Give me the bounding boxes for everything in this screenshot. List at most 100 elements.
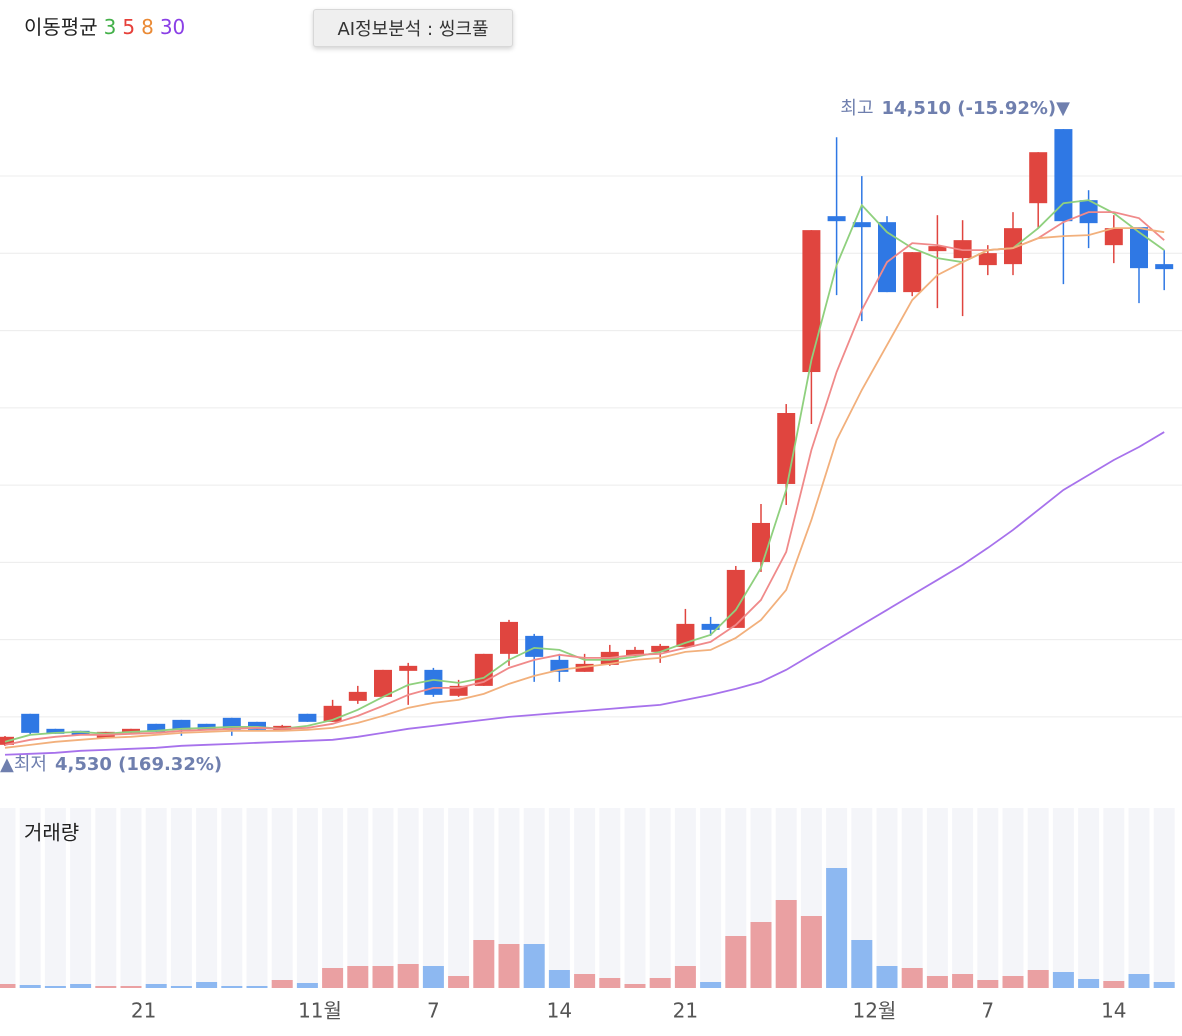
x-tick-label: 14 — [1101, 999, 1126, 1023]
volume-bar — [750, 922, 772, 988]
volume-background — [372, 808, 394, 988]
volume-background — [952, 808, 974, 988]
candle-body — [147, 723, 166, 732]
volume-bar — [120, 986, 142, 988]
moving-average-line — [4, 199, 1165, 743]
volume-background — [700, 808, 722, 988]
volume-bar — [448, 976, 470, 988]
volume-bar — [498, 944, 520, 988]
candle-body — [71, 730, 90, 735]
candle-body — [928, 246, 947, 252]
volume-bar — [876, 966, 898, 988]
volume-background — [1103, 808, 1125, 988]
volume-background — [246, 808, 268, 988]
candle-body — [449, 685, 468, 696]
volume-bar — [473, 940, 495, 988]
volume-bar — [347, 966, 369, 988]
volume-background — [1002, 808, 1024, 988]
volume-bar — [775, 900, 797, 988]
volume-bar — [901, 968, 923, 988]
candle-body — [122, 728, 140, 733]
candle-body — [298, 713, 317, 722]
volume-background — [1153, 808, 1175, 988]
volume-background — [95, 808, 117, 988]
annotation-value: 4,530 (169.32%) — [55, 754, 222, 775]
volume-bar — [599, 978, 621, 988]
volume-bar — [1052, 972, 1074, 988]
volume-bar — [221, 986, 243, 988]
volume-background — [422, 808, 444, 988]
moving-average-line — [4, 227, 1165, 749]
volume-bar — [725, 936, 747, 988]
x-tick-label: 7 — [427, 999, 440, 1023]
candle-body — [1130, 227, 1148, 269]
volume-background — [599, 808, 621, 988]
candle-body — [399, 665, 418, 671]
volume-background — [70, 808, 92, 988]
volume-background — [347, 808, 369, 988]
volume-bar — [271, 980, 293, 988]
candle-body — [1155, 264, 1174, 270]
ai-analysis-button[interactable]: AI정보분석 : 씽크풀 — [313, 9, 513, 47]
volume-bar — [296, 983, 318, 988]
annotation-value: 14,510 (-15.92%)▼ — [882, 98, 1071, 119]
volume-bar — [170, 986, 192, 988]
x-tick-label: 21 — [673, 999, 698, 1023]
volume-bar — [977, 980, 999, 988]
volume-background — [1078, 808, 1100, 988]
candle-body — [222, 717, 241, 730]
volume-bar — [196, 982, 218, 988]
volume-background — [523, 808, 545, 988]
candle-body — [197, 723, 216, 730]
volume-bar — [548, 970, 570, 988]
candle-body — [348, 691, 367, 701]
volume-background — [44, 808, 66, 988]
volume-background — [649, 808, 671, 988]
candle-body — [21, 713, 40, 733]
low-annotation: ▲최저 4,530 (169.32%) — [0, 754, 222, 775]
moving-average-line — [4, 431, 1165, 756]
volume-background — [674, 808, 696, 988]
volume-background — [1027, 808, 1049, 988]
volume-background — [624, 808, 646, 988]
legend-title: 이동평균 — [24, 15, 98, 39]
volume-bar — [1002, 976, 1024, 988]
candle-body — [46, 728, 65, 734]
volume-background — [322, 808, 344, 988]
volume-background — [397, 808, 419, 988]
candle-body — [172, 719, 191, 730]
volume-bar — [800, 916, 822, 988]
volume-bar — [246, 986, 268, 988]
volume-background — [901, 808, 923, 988]
candle-body — [374, 669, 392, 697]
volume-bar — [0, 984, 16, 988]
x-tick-label: 12월 — [852, 999, 896, 1023]
volume-bar — [826, 868, 848, 988]
x-tick-label: 7 — [981, 999, 994, 1023]
volume-bar — [44, 986, 66, 988]
volume-background — [120, 808, 142, 988]
volume-bar — [1128, 974, 1150, 988]
volume-background — [196, 808, 218, 988]
x-tick-label: 21 — [131, 999, 156, 1023]
candle-body — [500, 621, 518, 654]
volume-bar — [674, 966, 696, 988]
volume-background — [548, 808, 570, 988]
volume-background — [170, 808, 192, 988]
moving-average-line — [4, 211, 1165, 746]
candle-body — [777, 413, 796, 484]
legend: 이동평균 3 5 8 30 — [24, 15, 185, 39]
volume-bar — [851, 940, 873, 988]
volume-background — [19, 808, 41, 988]
volume-background — [926, 808, 948, 988]
legend-entry: 5 — [122, 15, 135, 39]
annotation-label: 최고 — [840, 98, 873, 119]
volume-bar — [145, 984, 167, 988]
volume-bar — [649, 978, 671, 988]
candle-body — [903, 252, 922, 293]
candle-body — [1029, 152, 1048, 204]
candle-body — [953, 240, 972, 259]
x-tick-label: 14 — [547, 999, 572, 1023]
